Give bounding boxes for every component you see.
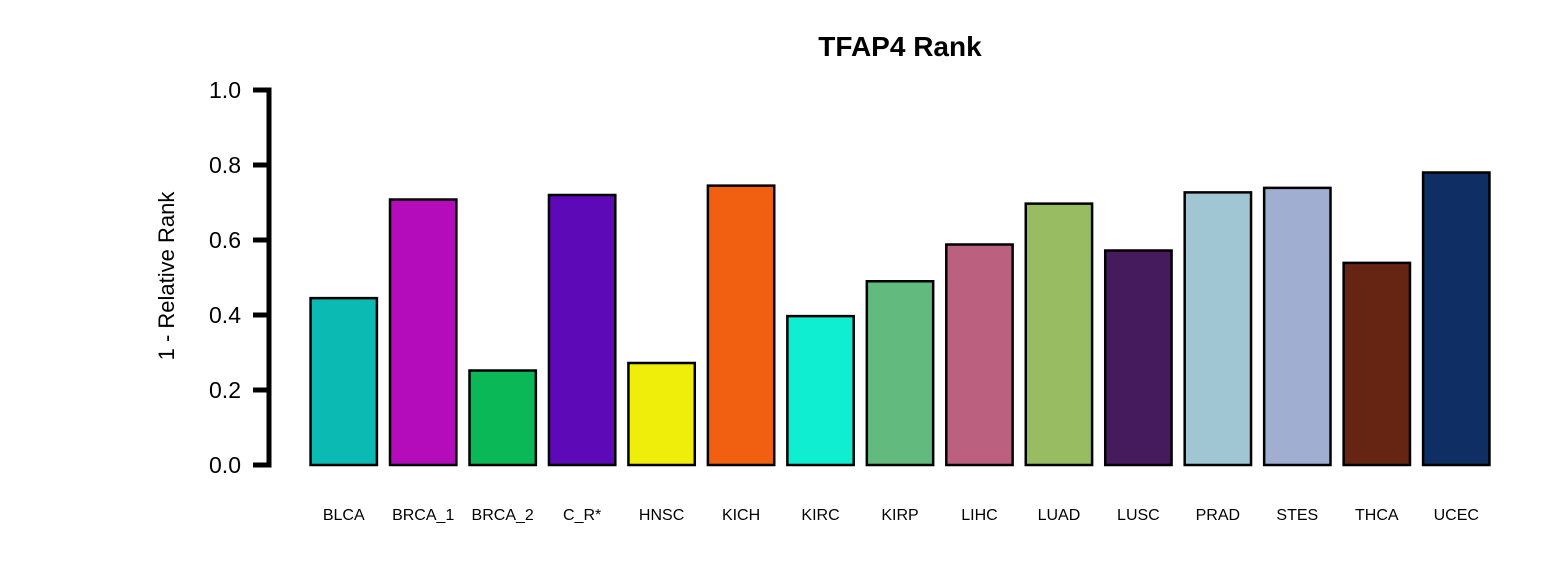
y-axis: 0.0 0.2 0.4 0.6 0.8 1.0 <box>209 77 272 478</box>
x-tick-labels: BLCA BRCA_1 BRCA_2 C_R* HNSC KICH KIRC KIRP LIHC… <box>323 507 1479 524</box>
x-tick-label: LIHC <box>961 507 997 524</box>
bar-luad <box>1024 202 1094 467</box>
y-tick-label: 0.0 <box>209 452 241 478</box>
x-tick-label: KIRP <box>881 507 918 524</box>
y-tick-label: 0.4 <box>209 302 241 328</box>
bar-kich <box>706 184 776 467</box>
x-tick-label: KICH <box>722 507 760 524</box>
x-tick-label: THCA <box>1355 507 1399 524</box>
chart-title: TFAP4 Rank <box>818 31 982 62</box>
bar-prad <box>1183 191 1253 467</box>
bar-thca <box>1342 261 1412 467</box>
x-tick-label: UCEC <box>1434 507 1479 524</box>
bar-lihc <box>945 243 1014 467</box>
x-tick-label: BLCA <box>323 507 365 524</box>
bar-brca-1 <box>388 198 458 467</box>
bar-stes <box>1262 186 1332 467</box>
bar-kirc <box>786 314 855 467</box>
bar-lusc <box>1103 249 1173 467</box>
bar-brca-2 <box>468 369 538 467</box>
x-tick-label: KIRC <box>801 507 839 524</box>
x-tick-label: BRCA_2 <box>472 507 534 524</box>
y-tick-label: 0.6 <box>209 227 241 253</box>
x-tick-label: LUSC <box>1117 507 1160 524</box>
bar-blca <box>309 296 379 467</box>
bar-ucec <box>1421 171 1491 467</box>
bar-hnsc <box>627 361 697 467</box>
bars-group <box>309 171 1491 467</box>
y-tick-label: 1.0 <box>209 77 241 103</box>
y-tick-label: 0.8 <box>209 152 241 178</box>
y-tick-label: 0.2 <box>209 377 241 403</box>
x-tick-label: HNSC <box>639 507 684 524</box>
x-tick-label: BRCA_1 <box>392 507 454 524</box>
y-axis-label: 1 - Relative Rank <box>154 191 179 361</box>
x-tick-label: STES <box>1276 507 1318 524</box>
bar-c-r <box>547 193 617 467</box>
x-tick-label: C_R* <box>563 507 601 524</box>
bar-kirp <box>865 280 935 467</box>
x-tick-label: LUAD <box>1038 507 1081 524</box>
x-tick-label: PRAD <box>1196 507 1240 524</box>
